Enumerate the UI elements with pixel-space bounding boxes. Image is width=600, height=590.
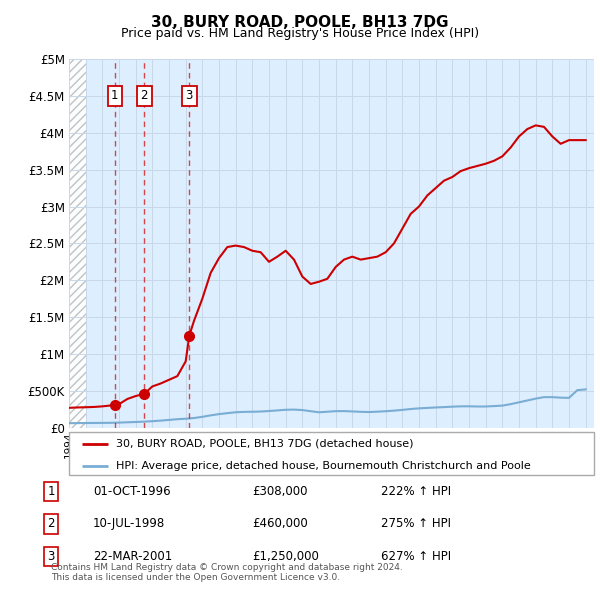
Text: 1: 1: [111, 89, 119, 103]
Text: 3: 3: [185, 89, 193, 103]
Text: 30, BURY ROAD, POOLE, BH13 7DG (detached house): 30, BURY ROAD, POOLE, BH13 7DG (detached…: [116, 439, 414, 449]
Text: 2: 2: [140, 89, 148, 103]
Text: 22-MAR-2001: 22-MAR-2001: [93, 550, 172, 563]
Text: HPI: Average price, detached house, Bournemouth Christchurch and Poole: HPI: Average price, detached house, Bour…: [116, 461, 531, 471]
Text: 3: 3: [47, 550, 55, 563]
Text: £308,000: £308,000: [252, 485, 308, 498]
Text: £1,250,000: £1,250,000: [252, 550, 319, 563]
Text: Price paid vs. HM Land Registry's House Price Index (HPI): Price paid vs. HM Land Registry's House …: [121, 27, 479, 40]
Text: 2: 2: [47, 517, 55, 530]
Text: 1: 1: [47, 485, 55, 498]
Text: 10-JUL-1998: 10-JUL-1998: [93, 517, 165, 530]
Text: £460,000: £460,000: [252, 517, 308, 530]
Text: 627% ↑ HPI: 627% ↑ HPI: [381, 550, 451, 563]
Text: 01-OCT-1996: 01-OCT-1996: [93, 485, 170, 498]
Text: 275% ↑ HPI: 275% ↑ HPI: [381, 517, 451, 530]
Text: 222% ↑ HPI: 222% ↑ HPI: [381, 485, 451, 498]
Text: Contains HM Land Registry data © Crown copyright and database right 2024.
This d: Contains HM Land Registry data © Crown c…: [51, 563, 403, 582]
Text: 30, BURY ROAD, POOLE, BH13 7DG: 30, BURY ROAD, POOLE, BH13 7DG: [151, 15, 449, 30]
